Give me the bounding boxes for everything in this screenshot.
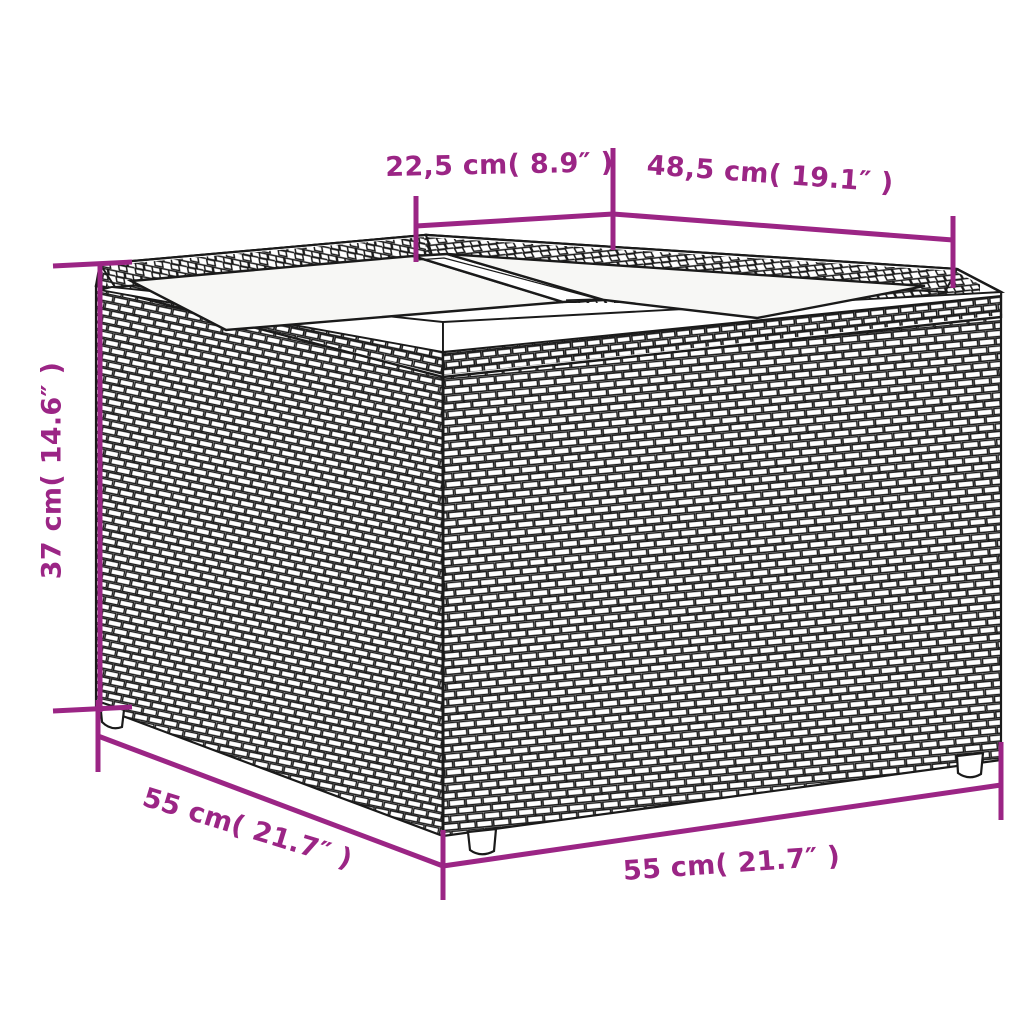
dim-height [52,259,133,714]
dim-top-right-panel [610,148,956,288]
dim-width [440,742,1004,900]
table-top-surface [98,233,1006,354]
dimension-lines [52,148,1004,900]
dimension-label-top-left-panel: 22,5 cm( 8.9″ ) [385,147,614,183]
foot-front-right [955,751,985,779]
table-front-face [441,313,1003,838]
table-body [94,233,1006,856]
dimension-label-height: 37 cm( 14.6″ ) [36,361,68,580]
foot-front-left [466,827,498,856]
